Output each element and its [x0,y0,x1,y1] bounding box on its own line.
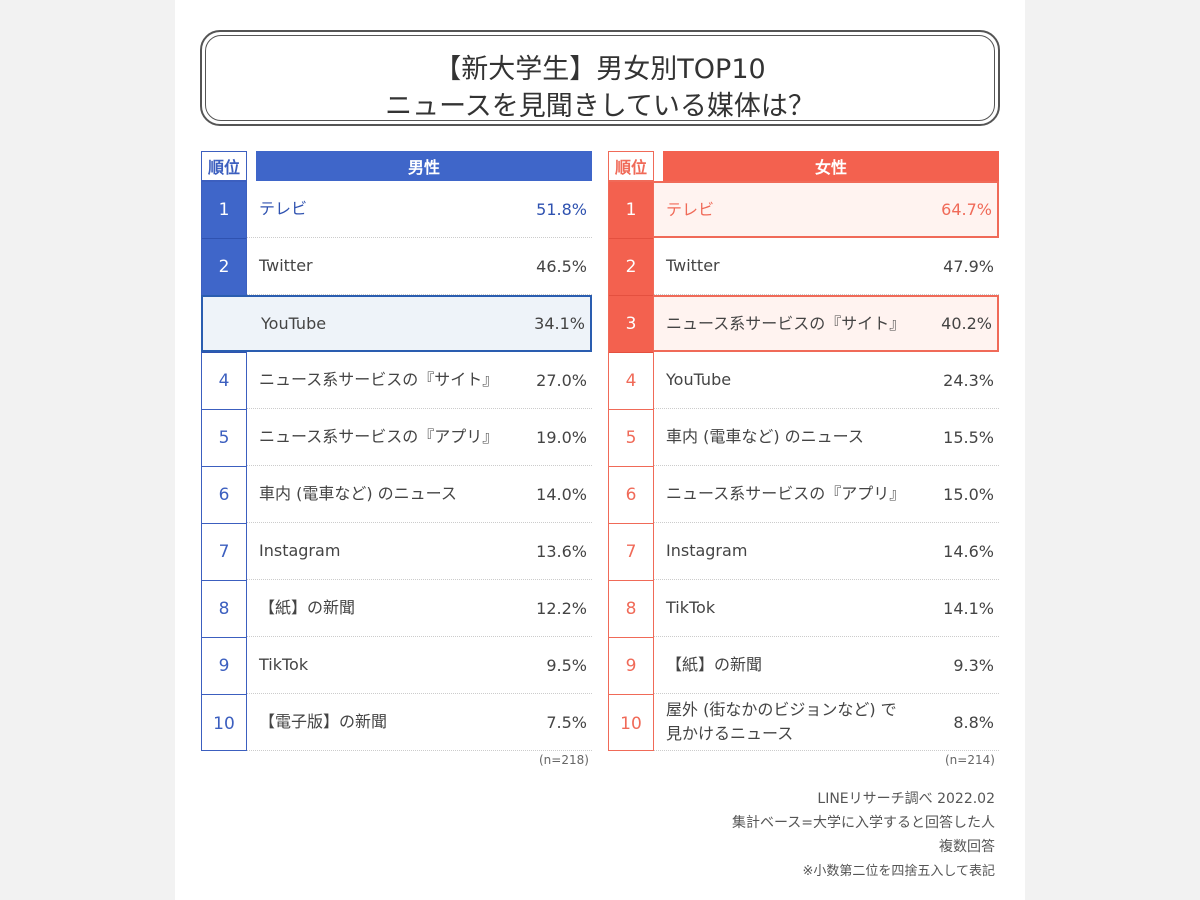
female-table-row: Instagram 14.6% [654,523,999,580]
female-rank-3: 3 [609,296,653,353]
male-sample-size: (n=218) [539,753,589,767]
male-table-row: YouTube 34.1% [201,295,592,352]
male-rank-1: 1 [202,182,246,239]
female-rank-1: 1 [609,182,653,239]
female-header: 女性 [663,151,999,181]
male-table-row: Instagram 13.6% [247,523,592,580]
female-row-value: 47.9% [943,256,994,276]
male-rank-2: 2 [202,239,246,296]
female-row-label: ニュース系サービスの『サイト』 [666,313,906,333]
female-table-row: Twitter 47.9% [654,238,999,295]
female-row-value: 24.3% [943,370,994,390]
footnote-source: LINEリサーチ調べ 2022.02 [817,791,995,807]
male-rank-9: 9 [202,638,246,695]
female-rank-column: 1 2 3 4 5 6 7 8 9 10 [608,181,654,751]
male-row-value: 7.5% [546,712,587,732]
female-rank-8: 8 [609,581,653,638]
female-row-label: Instagram [666,541,748,560]
male-row-value: 14.0% [536,484,587,504]
title-box: 【新大学生】男女別TOP10 ニュースを見聞きしている媒体は？ [200,30,1000,126]
female-rank-10: 10 [620,713,642,734]
female-row-label: 【紙】の新聞 [666,655,763,674]
female-table-row: YouTube 24.3% [654,352,999,409]
footnote-base: 集計ベース=大学に入学すると回答した人 [731,815,995,831]
male-row-label: Instagram [259,541,341,560]
male-row-label: Twitter [259,256,313,275]
male-row-value: 46.5% [536,256,587,276]
female-table-row: テレビ 64.7% [654,181,999,238]
male-row-label: ニュース系サービスの『アプリ』 [259,427,499,446]
male-rank-7: 7 [202,524,246,581]
male-table-row: 【紙】の新聞 12.2% [247,580,592,637]
female-table-row: 屋外 (街なかのビジョンなど) で見かけるニュース 8.8% [654,694,999,751]
female-row-value: 14.1% [943,598,994,618]
male-table-row: ニュース系サービスの『アプリ』 19.0% [247,409,592,466]
female-rank-4: 4 [609,353,653,410]
male-header: 男性 [256,151,592,181]
female-table-row: 車内 (電車など) のニュース 15.5% [654,409,999,466]
female-table-row: ニュース系サービスの『アプリ』 15.0% [654,466,999,523]
male-row-label: YouTube [261,313,327,333]
female-table-row: ニュース系サービスの『サイト』 40.2% [654,295,999,352]
male-table-row: 車内 (電車など) のニュース 14.0% [247,466,592,523]
female-rank-9: 9 [609,638,653,695]
title-line-2: ニュースを見聞きしている媒体は？ [385,91,815,122]
male-rank-5: 5 [202,410,246,467]
female-row-value: 14.6% [943,541,994,561]
male-rank-6: 6 [202,467,246,524]
female-rank-7: 7 [609,524,653,581]
male-row-value: 9.5% [546,655,587,675]
female-row-label: Twitter [666,256,720,275]
male-rank-header: 順位 [201,151,247,181]
female-table-row: 【紙】の新聞 9.3% [654,637,999,694]
female-rank-2: 2 [609,239,653,296]
male-row-value: 27.0% [536,370,587,390]
male-row-value: 19.0% [536,427,587,447]
female-row-label: 車内 (電車など) のニュース [666,427,864,446]
male-table-row: 【電子版】の新聞 7.5% [247,694,592,751]
female-rank-header: 順位 [608,151,654,181]
male-row-value: 51.8% [536,199,587,219]
male-row-value: 13.6% [536,541,587,561]
female-rank-6: 6 [609,467,653,524]
female-row-value: 9.3% [953,655,994,675]
footnote-multi: 複数回答 [939,839,995,855]
female-row-value: 8.8% [953,712,994,732]
title-line-1: 【新大学生】男女別TOP10 [434,54,766,85]
male-rank-8: 8 [202,581,246,638]
footnote-rounding: ※小数第二位を四捨五入して表記 [802,864,995,879]
male-row-label: 【紙】の新聞 [259,598,356,617]
female-row-value: 64.7% [941,200,992,219]
female-row-value: 15.0% [943,484,994,504]
female-row-label: TikTok [666,598,716,617]
male-table-row: テレビ 51.8% [247,181,592,238]
female-row-label: テレビ [666,199,715,219]
male-table-row: ニュース系サービスの『サイト』 27.0% [247,352,592,409]
male-row-label: ニュース系サービスの『サイト』 [259,370,499,389]
male-row-label: TikTok [259,655,309,674]
female-table-row: TikTok 14.1% [654,580,999,637]
male-row-value: 34.1% [534,314,585,333]
male-row-label: 【電子版】の新聞 [259,712,388,731]
male-table-row: Twitter 46.5% [247,238,592,295]
female-row-label: ニュース系サービスの『アプリ』 [666,484,906,503]
male-rank-10: 10 [213,713,235,734]
female-row-label: 屋外 (街なかのビジョンなど) で見かけるニュース [666,700,897,743]
female-row-value: 15.5% [943,427,994,447]
female-row-label: YouTube [666,370,732,389]
female-sample-size: (n=214) [945,753,995,767]
female-row-value: 40.2% [941,314,992,333]
female-rank-5: 5 [609,410,653,467]
male-row-value: 12.2% [536,598,587,618]
male-rank-4: 4 [202,353,246,410]
male-table-row: TikTok 9.5% [247,637,592,694]
male-row-label: テレビ [259,199,308,218]
male-row-label: 車内 (電車など) のニュース [259,484,457,503]
